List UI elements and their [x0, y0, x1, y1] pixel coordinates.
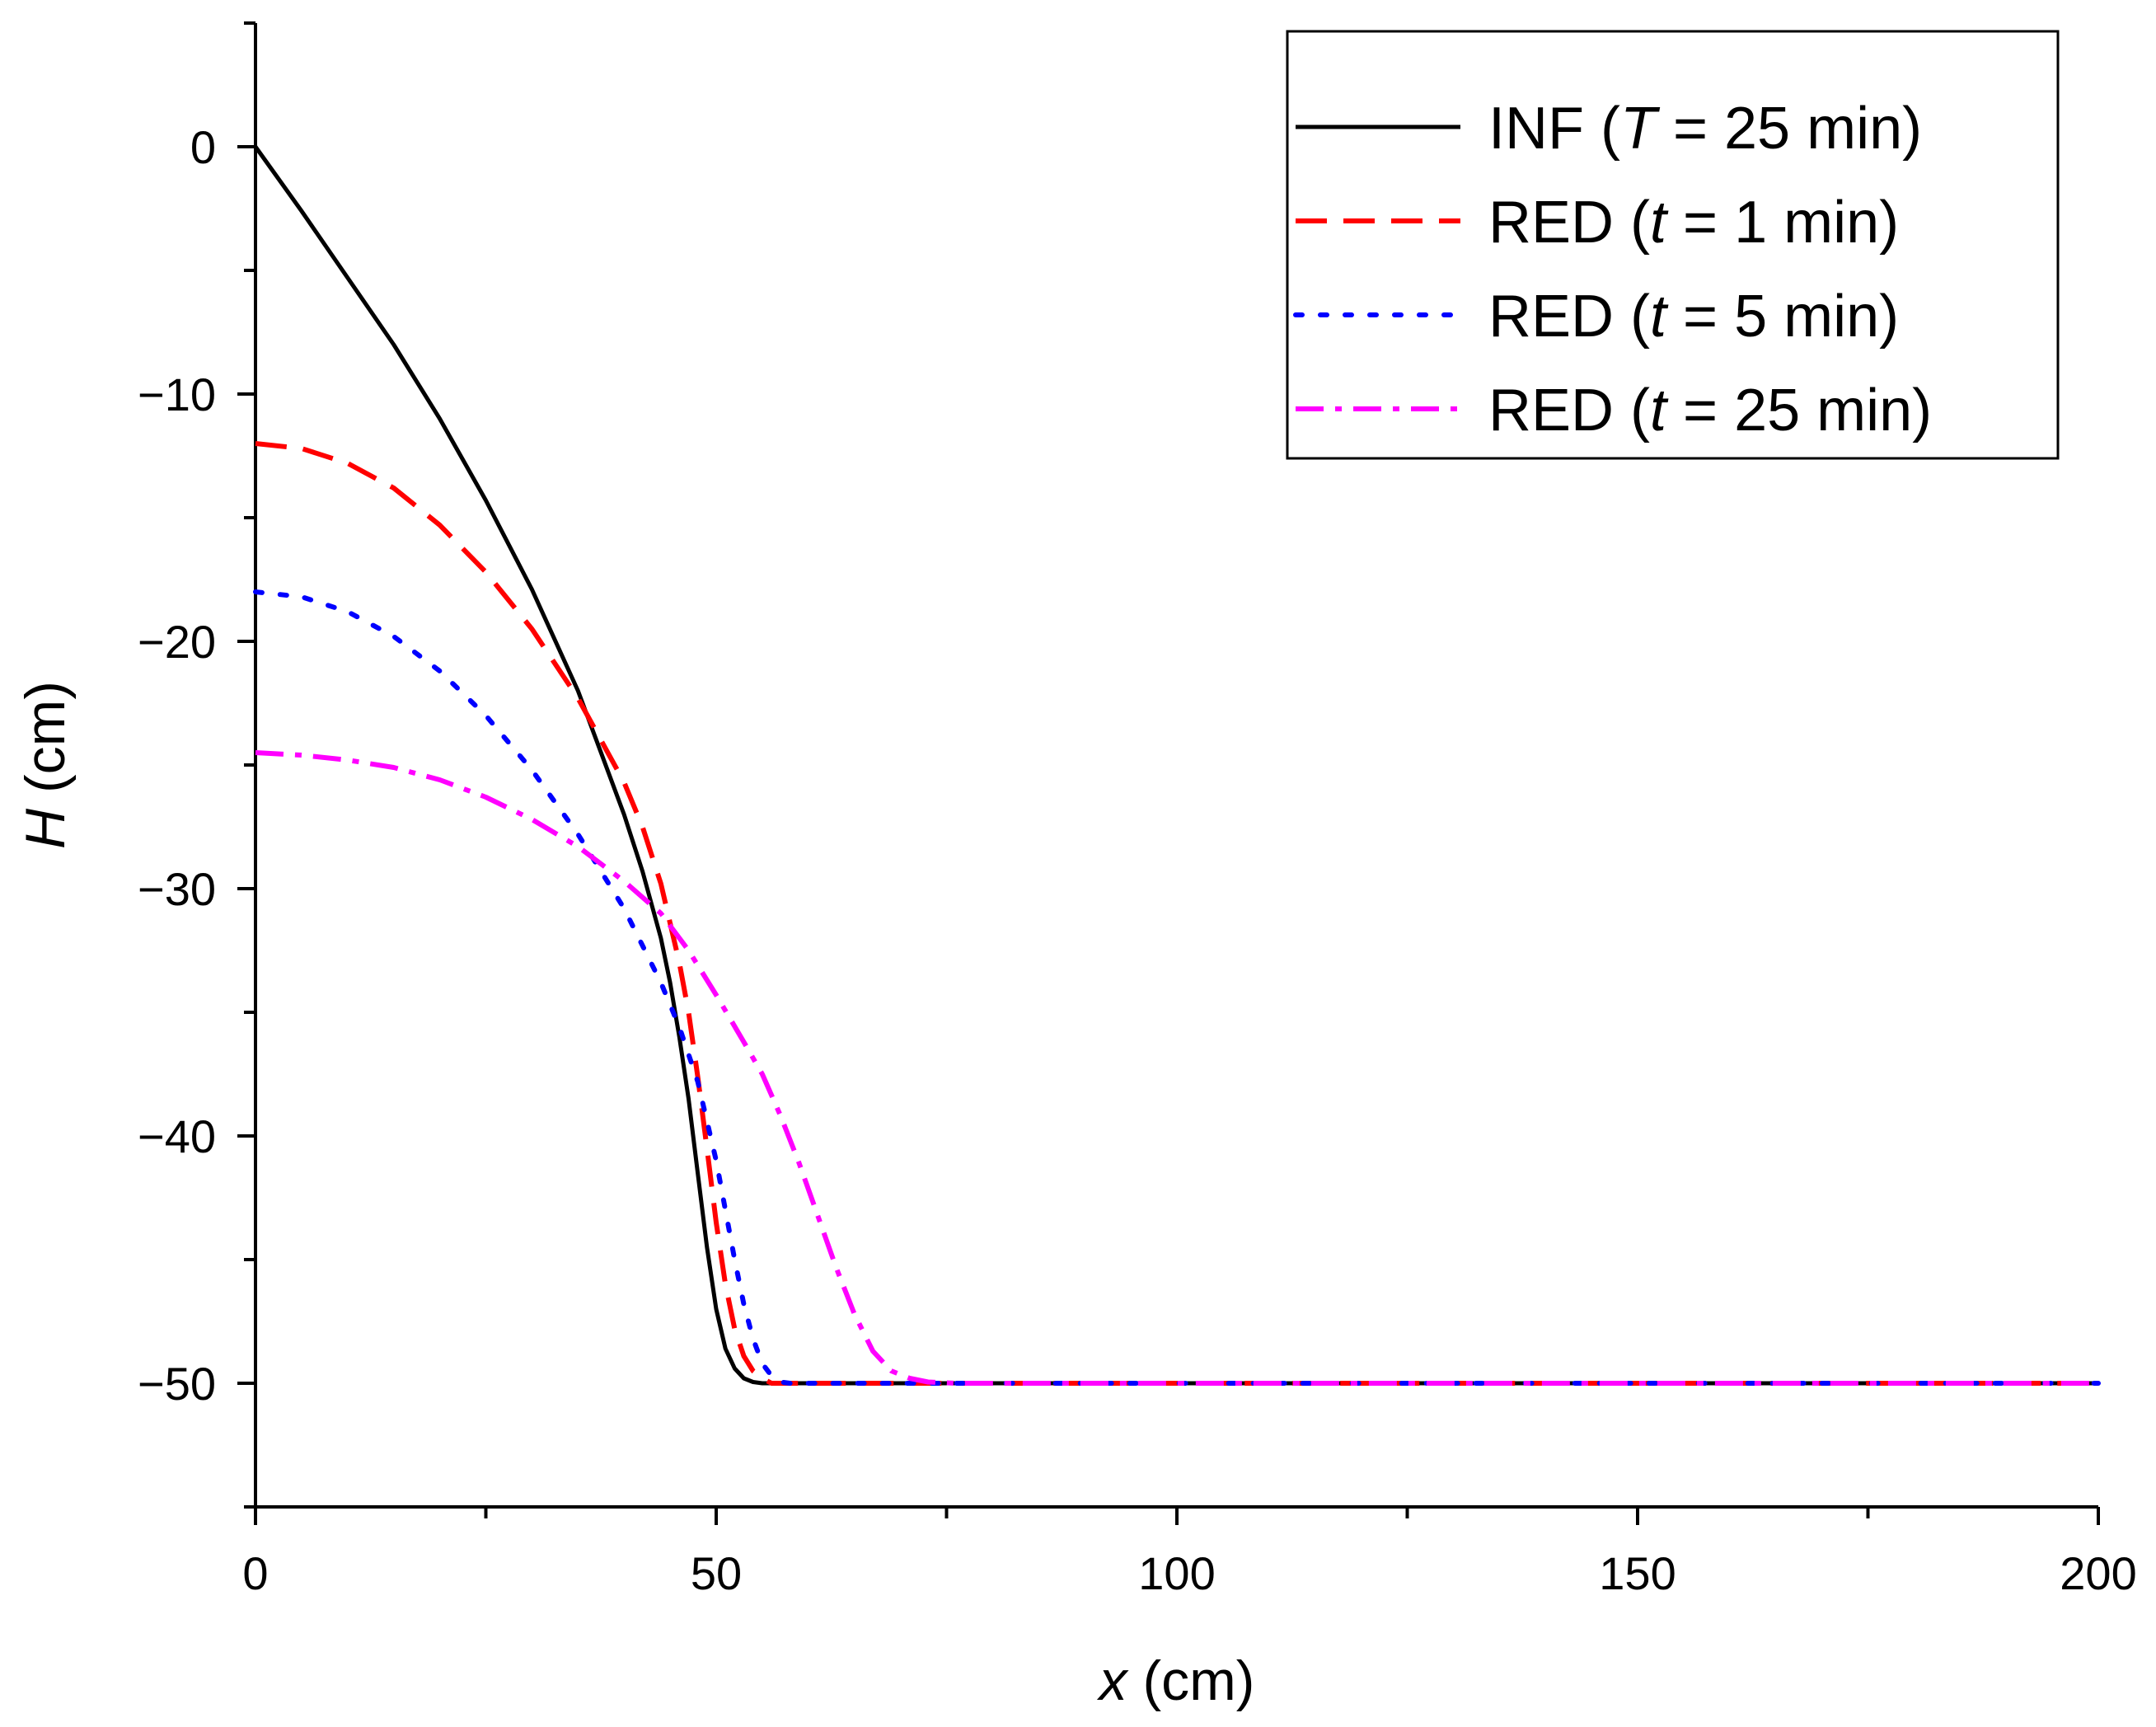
legend: INF (T = 25 min) RED (t = 1 min) RED (t = …: [1286, 30, 2060, 460]
legend-label-3: RED (t = 5 min): [1488, 284, 1899, 350]
y-tick-label: −30: [138, 863, 216, 915]
legend-label-2: RED (t = 1 min): [1488, 190, 1899, 256]
x-tick-label: 200: [2060, 1547, 2136, 1599]
y-axis-title: H (cm): [14, 681, 77, 849]
axes: 0 −10 −20 −30 −40 −50 0 50 100 150 200: [138, 21, 2137, 1599]
axis-titles: x (cm) H (cm): [14, 681, 1254, 1712]
x-tick-label: 150: [1599, 1547, 1676, 1599]
y-tick-label: −10: [138, 368, 216, 420]
x-axis-title: x (cm): [1097, 1650, 1255, 1712]
plot-area: [253, 145, 2101, 1386]
legend-label-4: RED (t = 25 min): [1488, 378, 1932, 443]
series-line-4: [255, 750, 2098, 1386]
x-tick-label: 100: [1138, 1547, 1215, 1599]
x-tick-label: 0: [242, 1547, 268, 1599]
y-tick-label: −20: [138, 616, 216, 668]
x-tick-label: 50: [691, 1547, 742, 1599]
y-tick-label: −40: [138, 1110, 216, 1162]
y-tick-label: 0: [190, 121, 216, 173]
legend-label-1: INF (T = 25 min): [1488, 96, 1922, 162]
y-tick-label: −50: [138, 1358, 216, 1410]
legend-box: [1286, 30, 2060, 460]
series-line-2: [255, 441, 2098, 1386]
series-line-3: [253, 589, 2101, 1386]
